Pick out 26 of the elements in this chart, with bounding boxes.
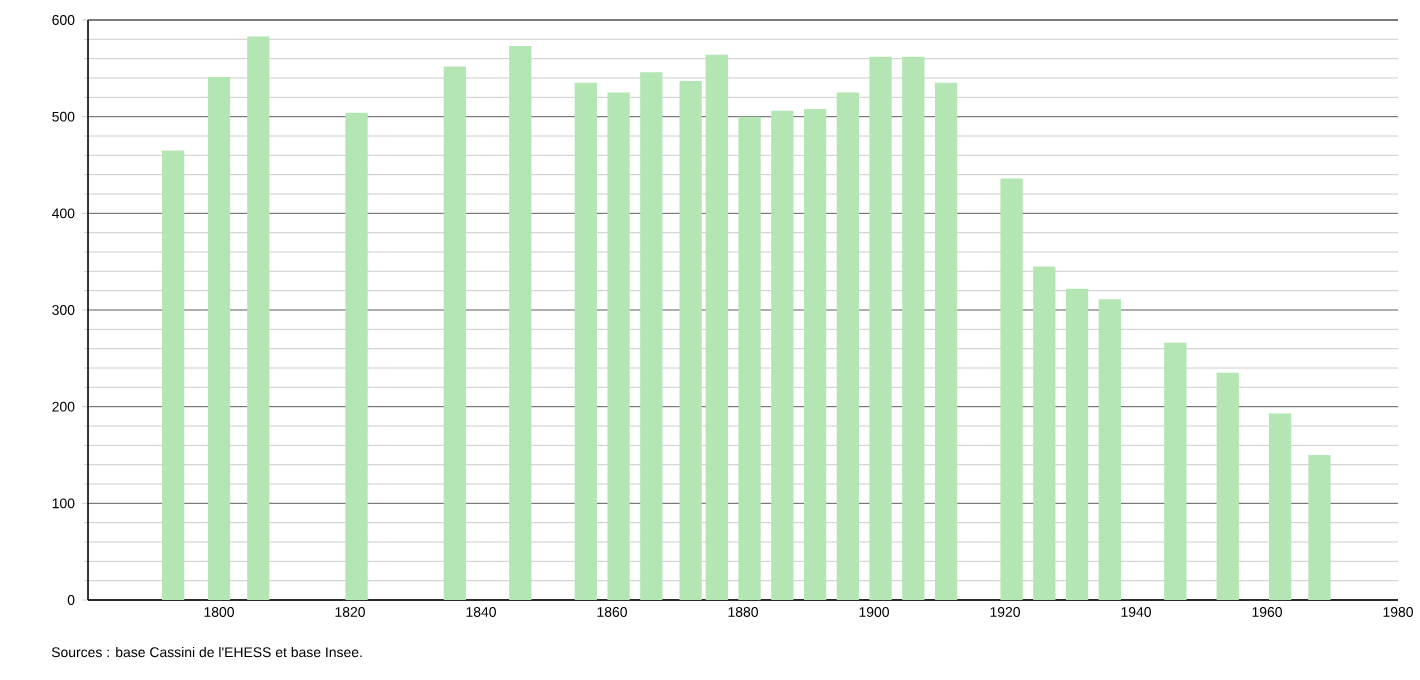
bar [574,82,597,600]
bar [738,116,761,600]
bar [509,46,532,600]
bar [1065,288,1089,600]
bar [1164,342,1187,600]
bar [1268,413,1292,600]
bar [1033,266,1056,600]
bar [771,110,794,600]
bar [607,92,630,600]
bar [640,72,663,600]
bar [247,36,270,600]
bar [1000,178,1023,600]
bar [1098,299,1121,600]
bar [162,150,185,600]
bar [803,108,827,600]
bar [902,56,925,600]
bar [1308,455,1331,600]
bar [705,54,728,600]
bar [345,112,368,600]
bar [1216,372,1239,600]
bar [836,92,859,600]
bar [934,82,958,600]
bar [869,56,892,600]
bar [207,77,231,600]
bar [679,80,702,600]
bar [443,66,466,600]
